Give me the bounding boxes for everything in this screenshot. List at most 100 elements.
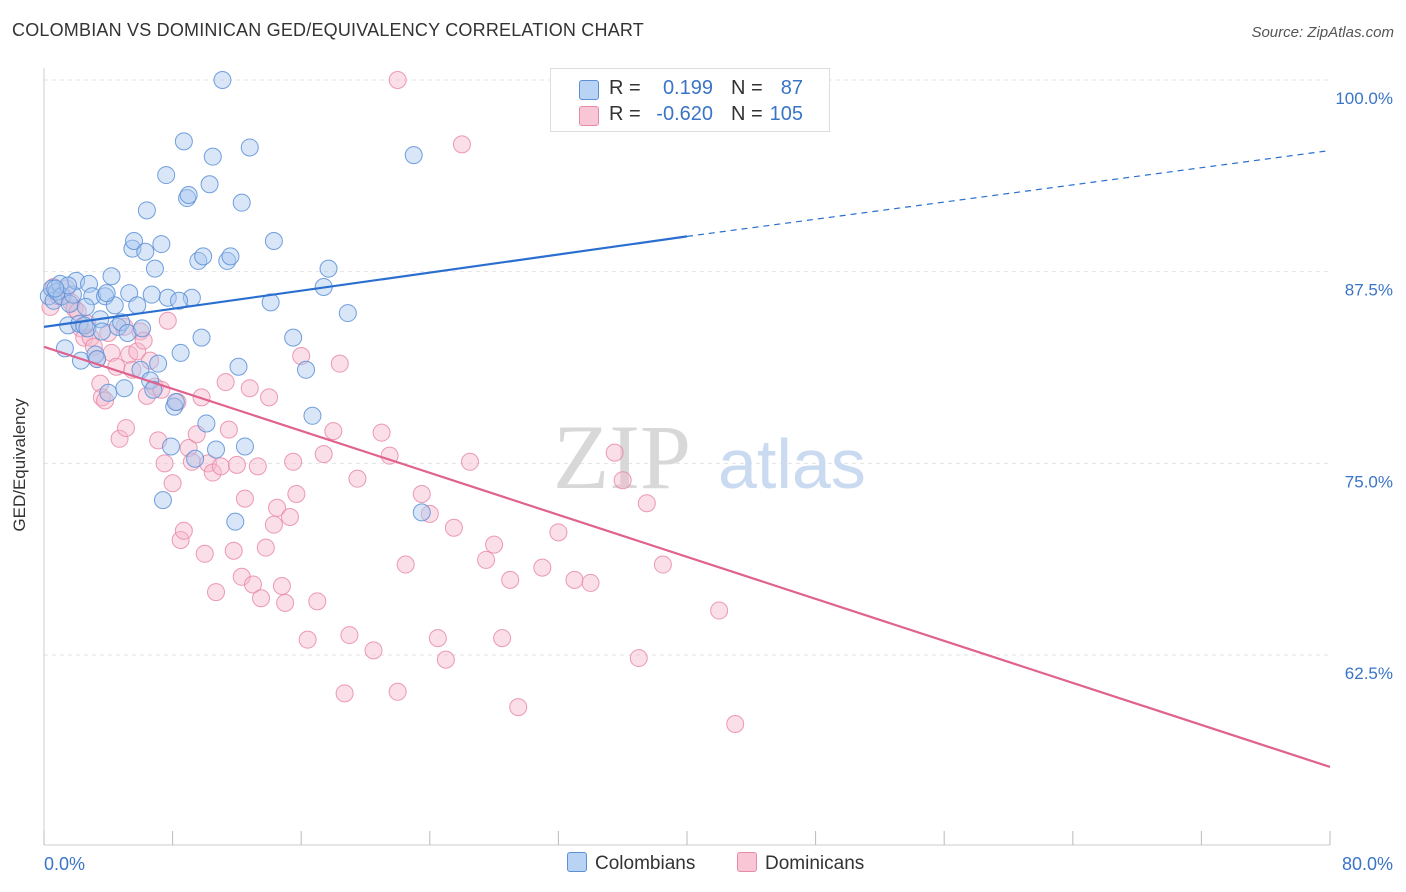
colombian-point — [200, 175, 219, 194]
dominican-point — [240, 379, 259, 398]
colombian-point — [136, 242, 155, 261]
dominican-point — [509, 698, 528, 717]
dominican-point — [340, 626, 359, 645]
dominican-point — [444, 518, 463, 537]
dominican-point — [219, 420, 238, 439]
dominican-point — [726, 715, 745, 733]
dominican-point — [110, 429, 129, 448]
colombian-point — [115, 379, 134, 398]
colombian-point — [171, 343, 190, 362]
colombian-point — [102, 267, 121, 286]
dominican-point — [501, 570, 520, 589]
dominican-point — [710, 601, 729, 620]
dominican-point — [388, 682, 407, 701]
dominican-point — [348, 469, 367, 488]
colombian-point — [99, 383, 118, 402]
colombian-point — [125, 232, 144, 250]
colombian-point — [203, 147, 222, 166]
colombian-point — [83, 287, 102, 306]
dominican-point — [155, 454, 174, 473]
dominican-point — [280, 508, 299, 526]
bottom-legend-colombians: Colombians — [567, 852, 695, 875]
watermark-atlas: atlas — [718, 425, 866, 503]
legend-r-value: -0.620 — [656, 103, 713, 125]
x-tick-label: 80.0% — [1342, 854, 1393, 874]
colombian-point — [303, 406, 322, 425]
colombian-point — [137, 201, 156, 220]
legend-row-colombians: R = 0.199 N = 87 — [551, 75, 829, 103]
chart-title: COLOMBIAN VS DOMINICAN GED/EQUIVALENCY C… — [12, 20, 644, 40]
dominican-point — [412, 485, 431, 503]
trend-lines — [43, 149, 1331, 768]
colombian-point — [179, 186, 198, 204]
colombian-point — [142, 285, 161, 304]
dominican-point — [235, 489, 254, 508]
legend-n-value: 105 — [769, 103, 803, 125]
colombian-point — [232, 193, 251, 212]
colombian-point — [97, 284, 116, 303]
dominican-point — [179, 439, 198, 457]
colombian-point — [166, 393, 185, 411]
x-tick-label: 0.0% — [44, 854, 85, 874]
y-tick-label: 100.0% — [1335, 89, 1393, 108]
dominican-point — [330, 354, 349, 373]
legend-row-dominicans: R = -0.620 N = 105 — [551, 101, 829, 129]
colombian-point — [149, 354, 168, 373]
colombian-point — [197, 414, 216, 433]
dominican-point — [452, 135, 471, 154]
dominican-point — [637, 494, 656, 513]
dominican-point — [324, 422, 343, 441]
legend-n-value: 87 — [780, 77, 803, 99]
dominican-point — [605, 443, 624, 462]
dominican-point — [276, 593, 295, 612]
colombian-point — [284, 328, 303, 347]
colombian-trend-line — [43, 235, 688, 328]
colombian-point — [338, 304, 357, 323]
dominican-point — [116, 419, 135, 438]
colombian-point — [261, 293, 280, 312]
colombian-point — [186, 449, 205, 468]
dominican-point — [629, 649, 648, 668]
legend-r-label: R = — [609, 77, 641, 99]
legend-n-label: N = — [731, 103, 763, 125]
dominican-point — [380, 446, 399, 465]
dominican-point — [460, 452, 479, 471]
colombian-point — [174, 132, 193, 151]
dominican-point — [92, 388, 111, 407]
dominican-point — [308, 592, 327, 611]
legend-n-label: N = — [731, 77, 763, 99]
colombian-point — [161, 437, 180, 456]
dominican-point — [272, 577, 291, 595]
colombian-point — [192, 328, 211, 347]
y-axis-label: GED/Equivalency — [10, 398, 29, 532]
bottom-legend-dominicans: Dominicans — [737, 852, 864, 875]
colombian-point — [128, 296, 147, 315]
colombian-point — [76, 297, 95, 316]
dominican-point — [388, 71, 407, 89]
colombian-point — [221, 247, 240, 266]
correlation-legend: R = 0.199 N = 87 R = -0.620 N = 105 — [550, 68, 830, 132]
dominican-point — [174, 521, 193, 540]
dominican-trend-line — [43, 345, 1331, 768]
dominican-point — [163, 474, 182, 493]
dominican-point — [428, 629, 447, 648]
y-tick-label: 62.5% — [1345, 664, 1393, 683]
dominican-point — [372, 423, 391, 442]
watermark: ZIP atlas — [553, 406, 866, 508]
dominican-point — [260, 388, 279, 407]
axes — [43, 68, 1331, 846]
dominican-point — [224, 541, 243, 560]
colombian-point — [235, 437, 254, 456]
colombian-point — [152, 235, 171, 254]
dominican-point — [158, 311, 177, 330]
legend-swatch-blue — [567, 852, 587, 872]
colombian-point — [229, 357, 248, 376]
dominican-point — [243, 575, 262, 594]
colombian-point — [133, 319, 152, 338]
dominican-point — [284, 452, 303, 471]
colombian-point — [240, 138, 259, 157]
colombian-point — [178, 189, 197, 208]
dominican-point — [256, 538, 275, 557]
legend-swatch-pink — [579, 106, 599, 126]
colombian-point — [297, 360, 316, 379]
